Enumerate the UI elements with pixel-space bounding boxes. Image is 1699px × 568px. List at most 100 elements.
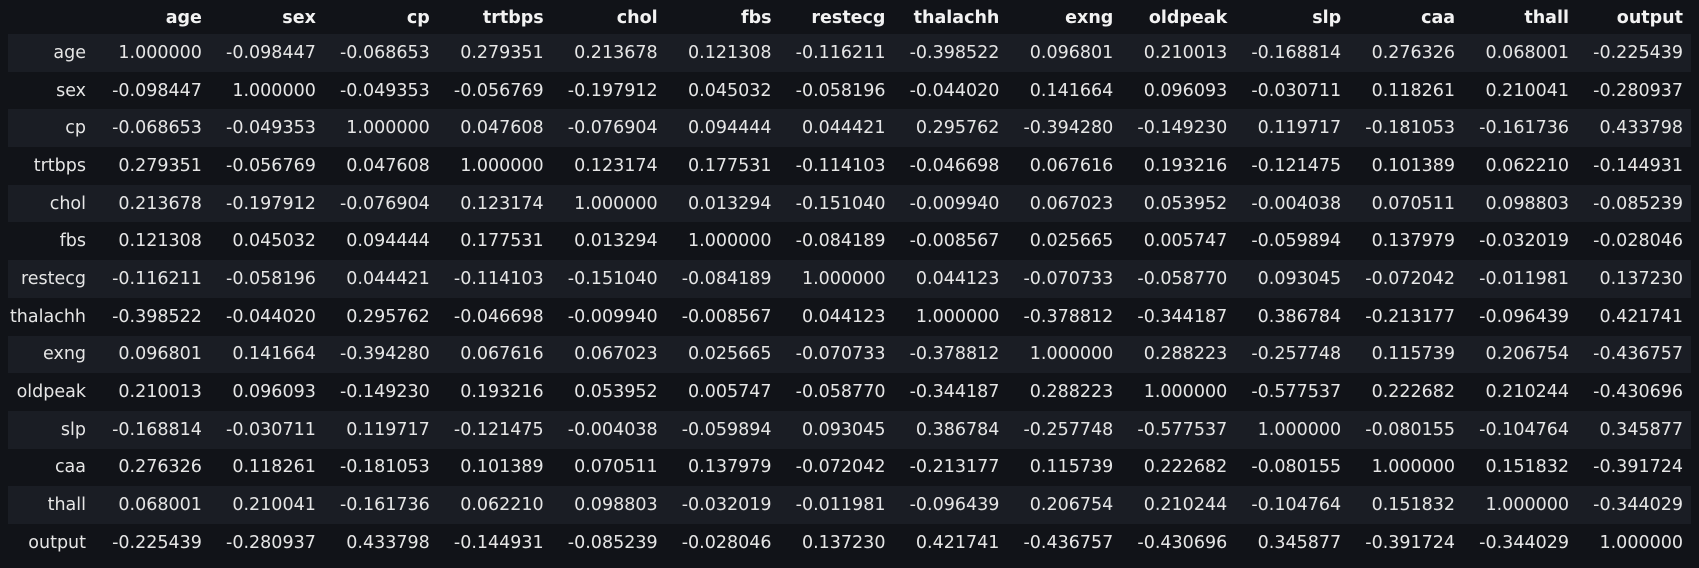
table-cell: 0.151832 [1463,448,1577,487]
table-cell: -0.225439 [96,523,210,562]
table-cell: -0.257748 [1235,335,1350,374]
table-cell: -0.144931 [437,523,552,562]
table-cell: -0.009940 [893,184,1008,223]
table-cell: -0.004038 [551,410,666,449]
row-label-thall: thall [8,486,97,524]
table-cell: -0.344187 [893,373,1008,411]
table-cell: 0.210244 [1463,373,1577,411]
table-cell: -0.344029 [1463,523,1577,562]
table-cell: -0.080155 [1235,448,1350,487]
table-cell: 0.137979 [665,448,780,487]
table-cell: -0.085239 [1577,184,1691,223]
row-label-cp: cp [8,109,97,148]
table-cell: -0.085239 [551,523,666,562]
table-cell: 0.295762 [893,109,1008,148]
table-cell: -0.197912 [551,71,666,110]
table-cell: 1.000000 [209,71,324,110]
table-cell: 0.096801 [1007,34,1122,72]
table-cell: 0.433798 [323,523,438,562]
column-header-trtbps: trtbps [437,1,552,34]
row-label-oldpeak: oldpeak [8,373,97,411]
table-cell: 0.137230 [779,523,894,562]
table-cell: -0.046698 [437,297,552,336]
table-cell: -0.181053 [1349,109,1464,148]
table-cell: -0.116211 [96,260,210,298]
table-cell: 1.000000 [323,109,438,148]
table-cell: -0.096439 [1463,297,1577,336]
table-cell: 0.193216 [1121,147,1236,185]
table-cell: -0.181053 [323,448,438,487]
table-cell: -0.344029 [1577,486,1691,524]
table-cell: -0.225439 [1577,34,1691,72]
table-cell: 1.000000 [96,34,210,72]
column-header-cp: cp [323,1,438,34]
row-label-exng: exng [8,335,97,374]
column-header-age: age [96,1,210,34]
table-cell: 0.053952 [1121,184,1236,223]
table-cell: 1.000000 [779,260,894,298]
row-label-trtbps: trtbps [8,147,97,185]
table-cell: 0.101389 [437,448,552,487]
table-cell: 0.213678 [96,184,210,223]
table-cell: 0.421741 [893,523,1008,562]
row-label-chol: chol [8,184,97,223]
column-header-caa: caa [1349,1,1464,34]
table-row: caa 0.276326 0.118261 -0.181053 0.101389 0.07… [8,448,1691,487]
table-cell: -0.080155 [1349,410,1464,449]
table-cell: 0.067616 [1007,147,1122,185]
table-cell: 0.098803 [551,486,666,524]
table-cell: 1.000000 [1349,448,1464,487]
table-cell: -0.398522 [893,34,1008,72]
table-cell: 0.119717 [1235,109,1350,148]
table-cell: -0.197912 [209,184,324,223]
table-cell: 0.062210 [437,486,552,524]
table-cell: -0.084189 [779,222,894,261]
table-cell: 0.045032 [665,71,780,110]
table-cell: -0.076904 [323,184,438,223]
table-cell: 0.115739 [1007,448,1122,487]
table-cell: 0.210041 [209,486,324,524]
row-label-slp: slp [8,410,97,449]
table-cell: -0.044020 [209,297,324,336]
table-row: cp -0.068653 -0.049353 1.000000 0.047608 -0.0… [8,109,1691,148]
table-cell: -0.436757 [1007,523,1122,562]
header-row: age sex cp trtbps chol fbs restecg thalachh exng… [8,1,1691,34]
table-cell: -0.030711 [1235,71,1350,110]
table-cell: 0.047608 [437,109,552,148]
table-cell: -0.008567 [665,297,780,336]
table-cell: -0.028046 [665,523,780,562]
column-header-exng: exng [1007,1,1122,34]
table-cell: -0.030711 [209,410,324,449]
correlation-table: age sex cp trtbps chol fbs restecg thalachh exng… [8,1,1691,562]
table-cell: 0.044421 [323,260,438,298]
table-cell: -0.213177 [893,448,1008,487]
table-cell: 1.000000 [1121,373,1236,411]
table-cell: -0.280937 [1577,71,1691,110]
table-cell: 0.121308 [665,34,780,72]
table-header: age sex cp trtbps chol fbs restecg thalachh exng… [8,1,1691,34]
table-cell: -0.378812 [1007,297,1122,336]
table-cell: -0.213177 [1349,297,1464,336]
table-cell: -0.104764 [1463,410,1577,449]
table-cell: -0.577537 [1121,410,1236,449]
table-cell: -0.084189 [665,260,780,298]
table-cell: 0.386784 [1235,297,1350,336]
table-row: chol 0.213678 -0.197912 -0.076904 0.123174 1.… [8,184,1691,223]
table-cell: 0.068001 [96,486,210,524]
table-cell: 0.025665 [1007,222,1122,261]
table-cell: 0.141664 [209,335,324,374]
table-cell: -0.151040 [551,260,666,298]
table-cell: -0.391724 [1349,523,1464,562]
table-body: age 1.000000 -0.098447 -0.068653 0.279351 0.2… [8,34,1691,562]
table-cell: -0.009940 [551,297,666,336]
table-cell: -0.076904 [551,109,666,148]
table-cell: 0.177531 [437,222,552,261]
table-cell: 0.137230 [1577,260,1691,298]
table-cell: 1.000000 [665,222,780,261]
column-header-thalachh: thalachh [893,1,1008,34]
table-cell: 0.045032 [209,222,324,261]
table-cell: 0.062210 [1463,147,1577,185]
table-cell: 0.345877 [1577,410,1691,449]
table-cell: 0.213678 [551,34,666,72]
table-cell: 0.013294 [665,184,780,223]
